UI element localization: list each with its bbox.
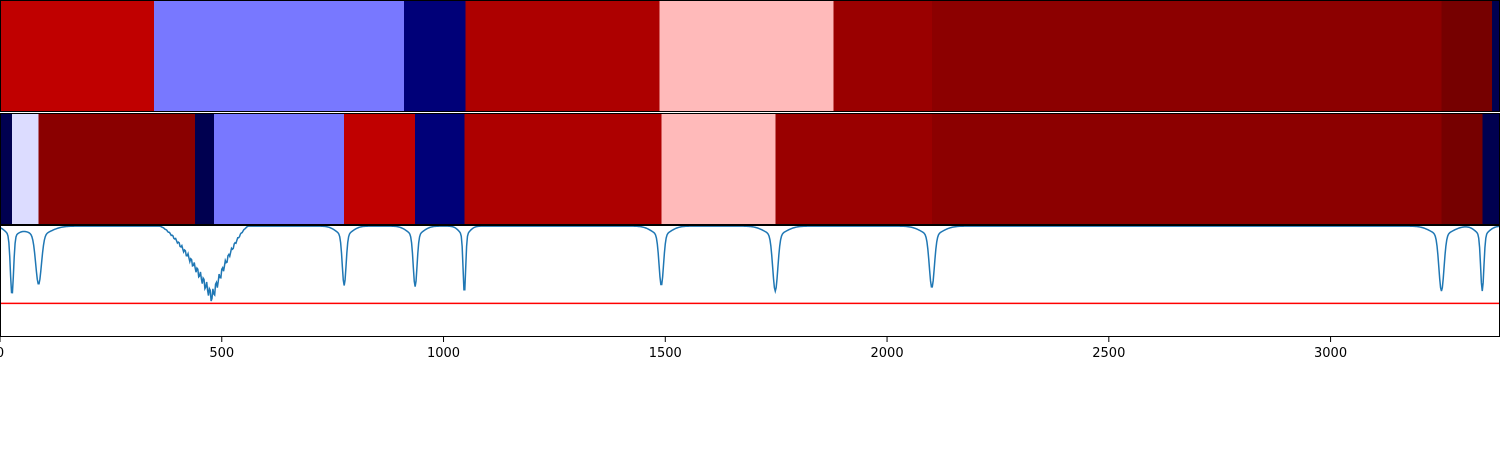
heatmap-segment [1492,0,1500,112]
x-tick-label: 0 [0,346,4,361]
boundary-line-panel [0,225,1500,337]
x-tick-label: 500 [209,346,234,361]
x-tick-label: 1500 [649,346,682,361]
heatmap-segment [214,113,345,225]
x-tick-label: 3000 [1314,346,1347,361]
heatmap-segment [0,0,155,112]
heatmap-segment [661,113,776,225]
heatmap-segment [344,113,416,225]
heatmap-segment [775,113,933,225]
heatmap-segment [153,0,405,112]
heatmap-segment [11,113,39,225]
line-panel-frame [0,225,1500,337]
heatmap-segment [464,113,662,225]
x-tick-label: 2500 [1092,346,1125,361]
heatmap-segment [1441,0,1493,112]
heatmap-segment [931,0,1442,112]
heatmap-segment [195,113,215,225]
heatmap-strip-prediction [0,113,1500,225]
heatmap-segment [465,0,660,112]
heatmap-segment [404,0,467,112]
heatmap-strip-ground-truth [0,0,1500,112]
heatmap-segment [415,113,465,225]
x-tick-label: 2000 [871,346,904,361]
heatmap-segment [0,113,13,225]
heatmap-segment [1441,113,1483,225]
boundary-confidence-line [0,225,1500,302]
heatmap-segment [1482,113,1500,225]
x-axis: 0 500 1000 1500 2000 2500 3000 [0,337,1347,361]
heatmap-segment [659,0,834,112]
heatmap-segment [38,113,196,225]
heatmap-segment [931,113,1442,225]
heatmap-segment [833,0,933,112]
x-tick-label: 1000 [427,346,460,361]
